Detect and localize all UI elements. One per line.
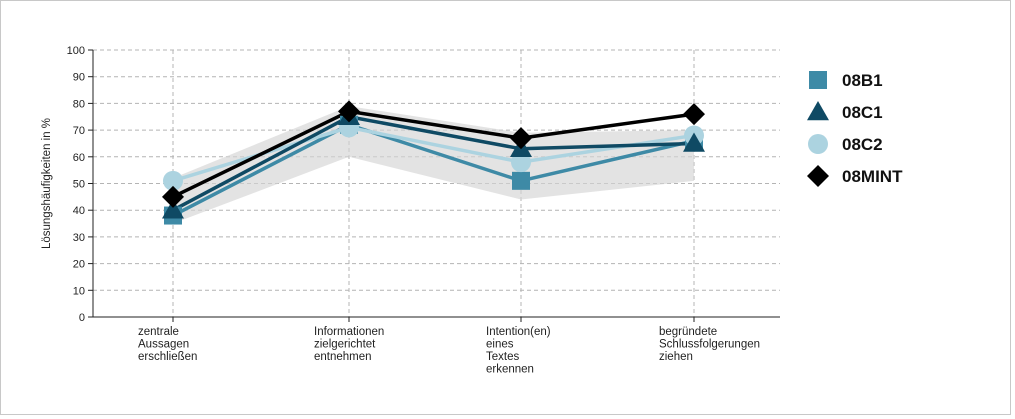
x-category-label-line: Intention(en) [486,326,551,338]
y-tick-label: 90 [73,72,85,84]
axis-labels: 0 10 20 30 40 50 60 70 80 90 100 Lösungshäufigkeite… [41,45,760,376]
x-category-label-line: erkennen [486,364,534,376]
legend-label: 08B1 [842,71,883,90]
x-category-label-line: Aussagen [138,339,189,351]
y-tick-label: 10 [73,285,85,297]
x-category-label-line: ziehen [659,351,693,363]
y-tick-label: 30 [73,232,85,244]
legend-marker-08c1 [807,101,829,120]
y-tick-label: 70 [73,125,85,137]
legend-marker-08b1 [809,71,827,89]
y-tick-label: 80 [73,98,85,110]
y-tick-label: 0 [79,312,85,324]
x-category-label-line: Textes [486,351,519,363]
y-tick-label: 20 [73,259,85,271]
y-tick-label: 50 [73,179,85,191]
x-category-label-line: Informationen [314,326,384,338]
x-category-label: Informationen zielgerichtet entnehmen [314,326,384,363]
x-category-label-line: zentrale [138,326,179,338]
x-category-label: zentrale Aussagen erschließen [138,326,197,363]
data-point-08b1 [512,172,530,190]
y-tick-label: 40 [73,205,85,217]
x-category-label-line: eines [486,339,514,351]
data-point-08mint [683,103,705,125]
x-category-label-line: begründete [659,326,717,338]
x-category-label: Intention(en) eines Textes erkennen [486,326,551,376]
x-category-label-line: Schlussfolgerungen [659,339,760,351]
y-tick-label: 60 [73,152,85,164]
y-tick-label: 100 [67,45,85,57]
x-category-label-line: entnehmen [314,351,372,363]
x-category-label-line: zielgerichtet [314,339,376,351]
x-category-label-line: erschließen [138,351,197,363]
legend-label: 08MINT [842,167,903,186]
legend-marker-08c2 [808,134,828,154]
legend: 08B1 08C1 08C2 08MINT [807,71,903,187]
legend-label: 08C1 [842,103,883,122]
y-axis-label: Lösungshäufigkeiten in % [41,118,53,249]
x-category-label: begründete Schlussfolgerungen ziehen [659,326,760,363]
legend-label: 08C2 [842,135,883,154]
legend-marker-08mint [807,165,829,187]
